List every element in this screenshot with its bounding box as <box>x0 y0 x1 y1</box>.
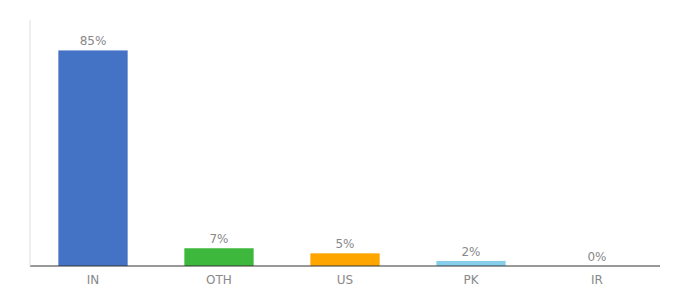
bar <box>184 248 253 266</box>
bar <box>310 253 379 266</box>
bar <box>436 261 505 266</box>
data-label: 7% <box>209 232 228 246</box>
data-labels: 85% 7% 5% 2% 0% <box>80 34 607 264</box>
x-axis-line <box>30 266 660 267</box>
data-label: 85% <box>80 34 107 48</box>
x-tick-label: IN <box>87 273 100 287</box>
data-label: 0% <box>587 250 606 264</box>
x-tick-label: OTH <box>206 273 232 287</box>
chart: 85% 7% 5% 2% 0% IN OTH US PK IR <box>0 0 680 300</box>
data-label: 2% <box>461 245 480 259</box>
x-tick-label: PK <box>463 273 479 287</box>
y-axis-line <box>30 20 31 266</box>
bar <box>58 50 127 266</box>
x-tick-label: US <box>337 273 353 287</box>
x-tick-label: IR <box>591 273 603 287</box>
data-label: 5% <box>335 237 354 251</box>
x-tick-labels: IN OTH US PK IR <box>87 273 603 287</box>
chart-container: 85% 7% 5% 2% 0% IN OTH US PK IR <box>0 0 680 300</box>
bars <box>58 50 505 266</box>
